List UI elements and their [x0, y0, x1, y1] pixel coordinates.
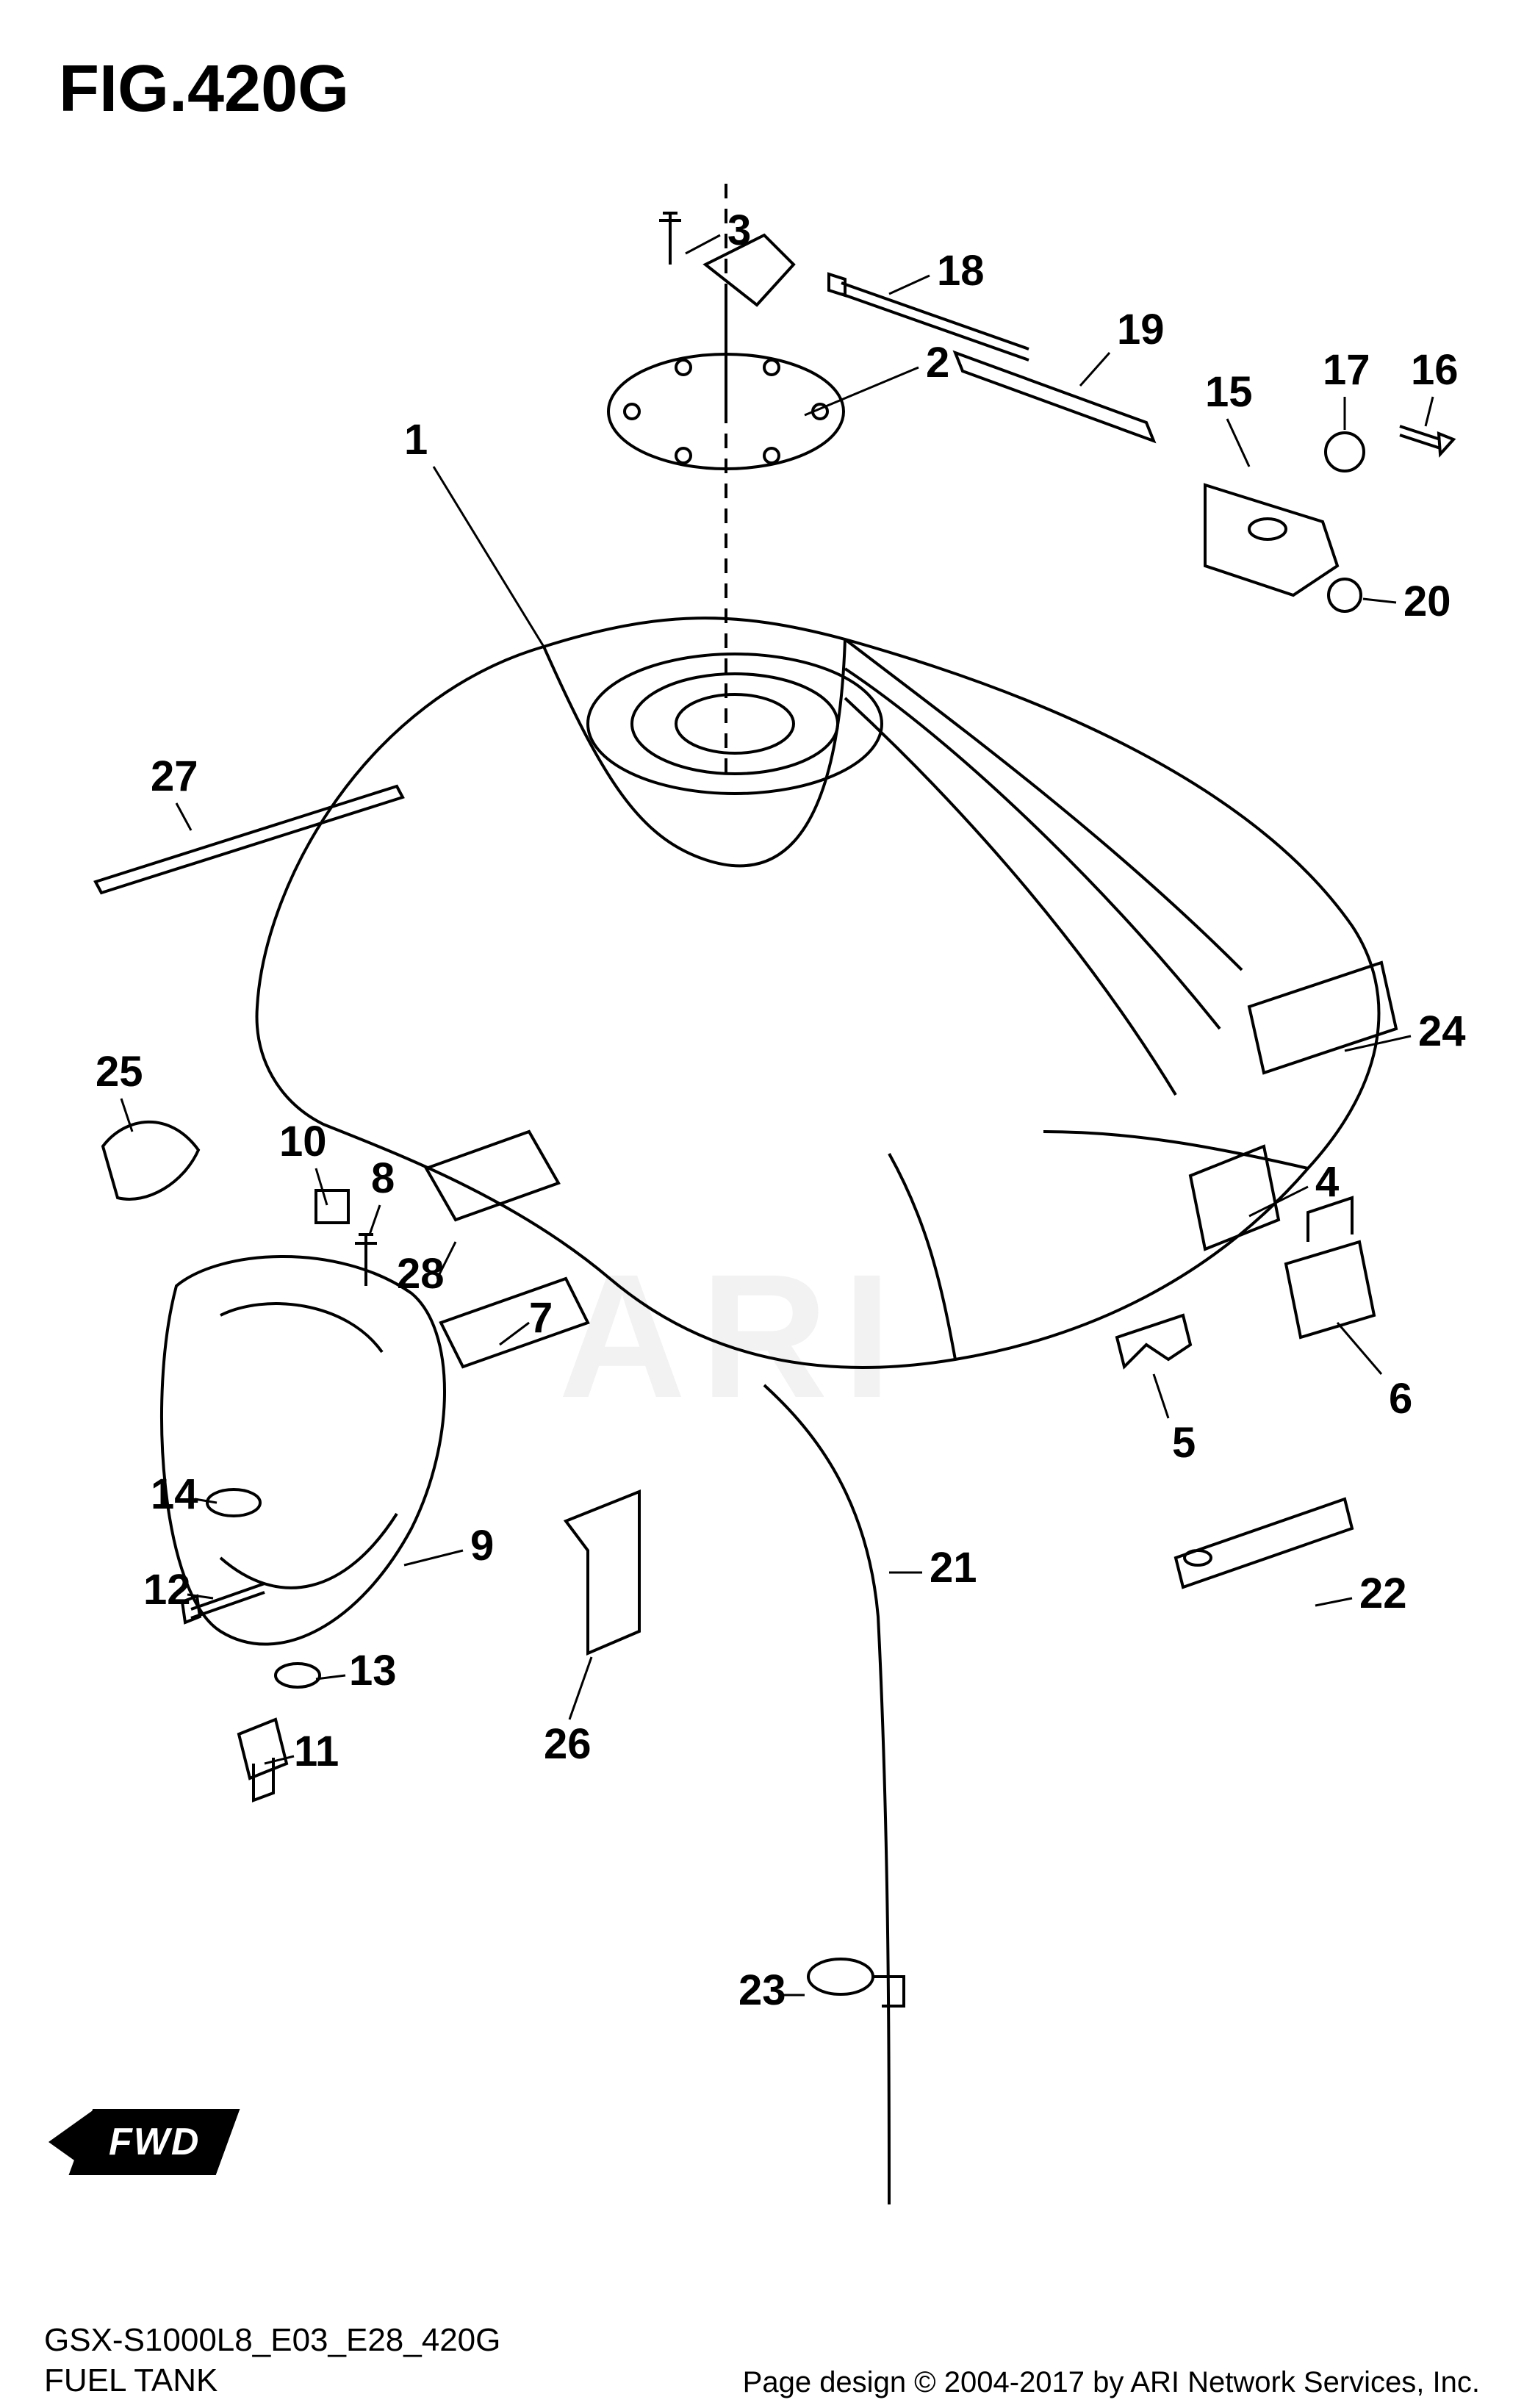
- filler-ring-mid: [632, 674, 838, 774]
- callout-line-1: [434, 467, 544, 647]
- part-screw-3: [659, 213, 681, 265]
- callout-label-8: 8: [371, 1154, 395, 1203]
- part-bracket-26: [566, 1492, 639, 1653]
- part-hose-21: [764, 1385, 889, 2204]
- part-bracket-25: [103, 1122, 198, 1199]
- callout-label-27: 27: [151, 752, 198, 801]
- callout-label-2: 2: [926, 338, 949, 387]
- callout-line-15: [1227, 419, 1249, 467]
- part-bracket-15: [1205, 485, 1337, 595]
- callout-line-5: [1154, 1374, 1168, 1418]
- part-nut-17: [1326, 433, 1364, 471]
- part-washer-13: [276, 1664, 320, 1687]
- callout-label-19: 19: [1117, 305, 1165, 354]
- callout-label-1: 1: [404, 415, 428, 464]
- callout-label-26: 26: [544, 1719, 592, 1769]
- tank-creases: [845, 639, 1308, 1359]
- callout-label-10: 10: [279, 1117, 327, 1166]
- callout-label-14: 14: [151, 1470, 198, 1519]
- part-clip-5: [1117, 1315, 1190, 1367]
- callout-label-3: 3: [727, 206, 751, 255]
- callout-label-12: 12: [143, 1565, 191, 1614]
- callout-label-15: 15: [1205, 367, 1253, 417]
- part-screw-8: [355, 1234, 377, 1286]
- part-nut-20: [1329, 579, 1361, 611]
- callout-label-18: 18: [937, 246, 985, 295]
- callout-label-7: 7: [529, 1293, 553, 1343]
- callout-line-22: [1315, 1598, 1352, 1606]
- callout-label-20: 20: [1403, 577, 1451, 626]
- callout-label-13: 13: [349, 1646, 397, 1695]
- footer-section-name: FUEL TANK: [44, 2362, 218, 2399]
- callout-label-24: 24: [1418, 1007, 1466, 1056]
- callout-line-7: [500, 1323, 529, 1345]
- callout-line-4: [1249, 1187, 1308, 1216]
- callout-label-22: 22: [1359, 1569, 1407, 1618]
- callout-label-5: 5: [1172, 1418, 1196, 1467]
- part-plug-10: [316, 1190, 348, 1223]
- callout-line-10: [316, 1168, 327, 1205]
- callout-line-16: [1426, 397, 1433, 426]
- part-cushion-6: [1286, 1198, 1374, 1337]
- callout-label-23: 23: [738, 1966, 786, 2015]
- diagram-canvas: [0, 0, 1524, 2408]
- callout-label-16: 16: [1411, 345, 1459, 395]
- callout-line-9: [404, 1550, 463, 1565]
- part-cover-9: [162, 1257, 445, 1645]
- callout-line-18: [889, 276, 930, 294]
- callout-line-2: [805, 367, 919, 415]
- part-screw-16: [1400, 426, 1453, 454]
- fwd-badge: FWD: [69, 2109, 240, 2175]
- part-strip-27: [96, 786, 403, 893]
- fwd-badge-label: FWD: [109, 2120, 200, 2164]
- callout-line-3: [686, 235, 720, 254]
- fuel-tank-inner: [544, 639, 845, 866]
- callout-label-6: 6: [1389, 1374, 1412, 1423]
- callout-label-21: 21: [930, 1543, 977, 1592]
- callout-label-4: 4: [1315, 1157, 1339, 1207]
- callout-label-28: 28: [397, 1249, 445, 1298]
- callout-line-6: [1337, 1323, 1381, 1374]
- callout-line-26: [569, 1657, 592, 1719]
- callout-line-11: [265, 1756, 294, 1764]
- callout-label-25: 25: [96, 1047, 143, 1096]
- callout-label-9: 9: [470, 1521, 494, 1570]
- callout-line-27: [176, 803, 191, 830]
- footer-model-code: GSX-S1000L8_E03_E28_420G: [44, 2322, 500, 2359]
- callout-line-8: [370, 1205, 380, 1234]
- callout-label-11: 11: [294, 1727, 339, 1776]
- filler-ring-inner: [676, 694, 794, 753]
- page: ARI FIG.420G: [0, 0, 1524, 2408]
- callout-line-19: [1080, 353, 1110, 386]
- callout-label-17: 17: [1323, 345, 1370, 395]
- part-pad-7: [441, 1279, 588, 1367]
- footer-credit: Page design © 2004-2017 by ARI Network S…: [743, 2366, 1480, 2399]
- part-band-22: [1176, 1499, 1352, 1587]
- part-collar-19: [955, 353, 1154, 441]
- callout-line-20: [1363, 599, 1396, 603]
- part-tab-4: [1190, 1146, 1279, 1249]
